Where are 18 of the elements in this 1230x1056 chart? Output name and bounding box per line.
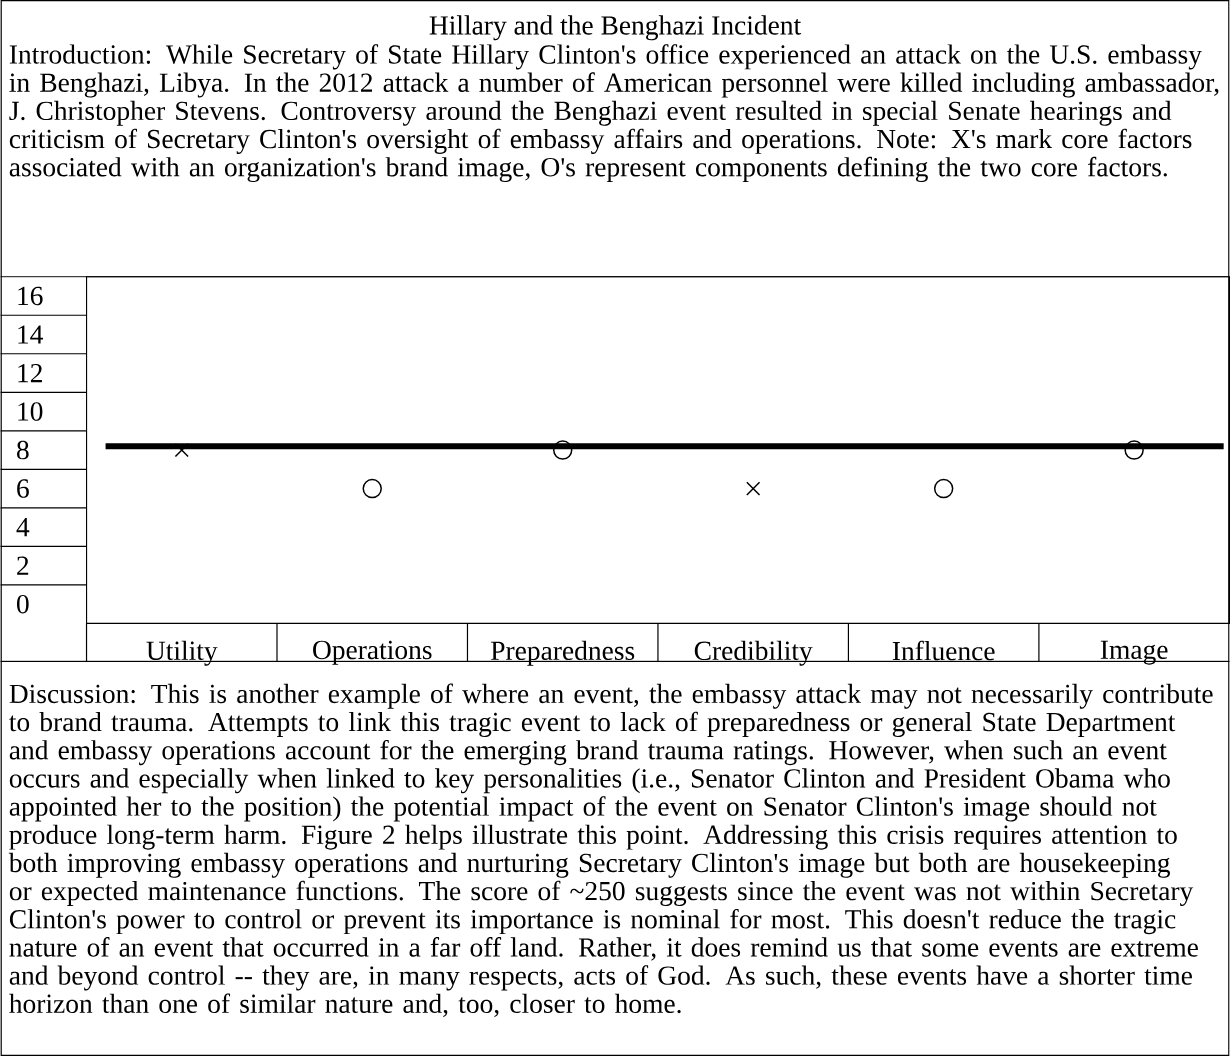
text: Discussion: This is another example of where an event, the embassy attack may not necessarily contribute to brand trauma. Attempts to link this tragic event to lack of preparedness or general State Department and embassy operations account for the emerging brand trauma ratings. However, when such an event occurs and especially when linked to key personalities (i.e., Senator Clinton and President Obama who appointed her to the position) the potential impact of the event on Senator Clinton's image should not produce long-term harm. Figure 2 helps illustrate this point. Addressing this crisis requires attention to both improving embassy operations and nurturing Secretary Clinton's image but both are housekeeping or expected maintenance functions. The score of ~250 suggests since the event was not within Secretary Clinton's power to control or prevent its importance is nominal for most. This doesn't reduce the tragic nature of an event that occurred in a far off land. Rather, it does remind us that some events are extreme and beyond control -- they are, in many respects, acts of God. As such, these events have a shorter time horizon than one of similar nature and, too, closer to home. — [8, 683, 1213, 1018]
y-tick-label: 14 — [18, 325, 44, 344]
y-tick-label: 4 — [16, 518, 30, 537]
x-tick-label: Operations — [313, 640, 432, 665]
y-tick-label: 8 — [17, 440, 29, 460]
x-tick-label: Preparedness — [491, 640, 635, 666]
y-tick-label: 12 — [18, 363, 42, 383]
y-tick-label: 2 — [17, 556, 29, 575]
x-tick-label: Image — [1100, 640, 1168, 665]
x-tick-label: Utility — [146, 640, 218, 666]
x-tick-label: Credibility — [694, 640, 813, 666]
y-tick-label: 10 — [18, 402, 43, 421]
y-tick-label: 0 — [17, 594, 29, 614]
y-tick-label: 16 — [18, 286, 43, 306]
text: Introduction: While Secretary of State Hillary Clinton's office experienced an attack on the U.S. embassy in Benghazi, Libya. In the 2012 attack a number of American personnel were killed including ambassador, J. Christopher Stevens. Controversy around the Benghazi event resulted in special Senate hearings and criticism of Secretary Clinton's oversight of embassy affairs and operations. Note: X's mark core factors associated with an organization's brand image, O's represent components defining the two core factors. — [9, 44, 1219, 183]
y-tick-label: 6 — [17, 479, 29, 498]
chart-title: Hillary and the Benghazi Incident — [429, 15, 802, 41]
x-tick-label: Influence — [892, 640, 995, 661]
